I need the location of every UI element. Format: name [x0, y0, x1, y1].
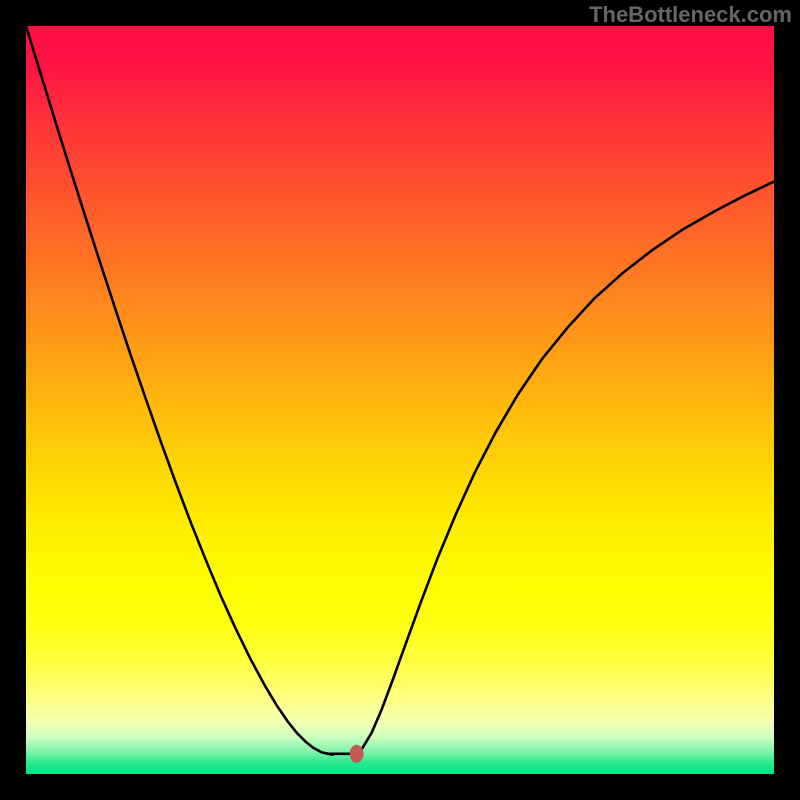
watermark-text: TheBottleneck.com [589, 2, 792, 28]
bottleneck-curve-chart [26, 26, 774, 774]
minimum-marker-dot [350, 745, 364, 763]
chart-frame: TheBottleneck.com [0, 0, 800, 800]
plot-area [26, 26, 774, 774]
